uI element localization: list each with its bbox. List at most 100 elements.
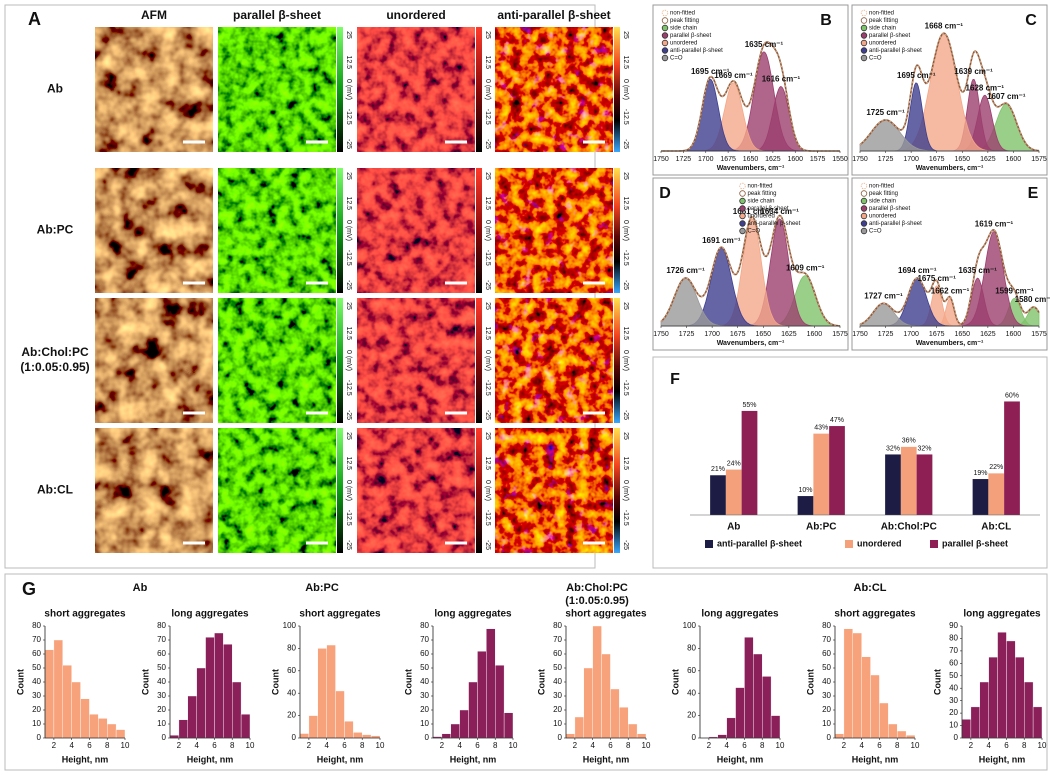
legend-label: anti-parallel β-sheet [670, 48, 723, 54]
histogram-bar [735, 687, 745, 739]
column-header: parallel β-sheet [233, 8, 321, 22]
colorbar-tick-label: 0 (mV) [622, 350, 629, 371]
peak-label: 1675 cm⁻¹ [917, 274, 956, 283]
histogram-bar [1024, 681, 1034, 739]
y-tick-label: 100 [283, 621, 297, 630]
x-axis-label: Height, nm [979, 754, 1026, 764]
x-tick-label: 10 [642, 741, 651, 750]
peak-label: 1619 cm⁻¹ [975, 220, 1014, 229]
histogram-bar [997, 632, 1007, 739]
x-tick-label: 1650 [743, 156, 759, 163]
histogram-bar [905, 735, 916, 739]
x-tick-label: 6 [212, 741, 217, 750]
legend-marker [860, 54, 868, 62]
histogram-bar [169, 735, 180, 739]
legend-marker [739, 227, 746, 235]
histogram-bar [583, 667, 593, 739]
x-tick-label: 10 [246, 741, 255, 750]
panel-c-frame [851, 4, 1048, 176]
legend-label: anti-parallel β-sheet [748, 221, 801, 227]
row-label: Ab [47, 82, 63, 96]
x-tick-label: 8 [760, 741, 765, 750]
colorbar [614, 168, 620, 293]
legend-marker [860, 32, 868, 39]
legend-label: parallel β-sheet [748, 206, 789, 212]
x-tick-label: 4 [457, 741, 462, 750]
legend-label: parallel β-sheet [942, 538, 1008, 548]
legend-label: non-fitted [869, 184, 894, 190]
histogram-bar [335, 690, 345, 739]
unordered-map [357, 298, 475, 423]
x-tick-label: 10 [1038, 741, 1047, 750]
histogram-title: long aggregates [963, 609, 1041, 620]
panel-label: C [1025, 12, 1037, 29]
histogram-bar [44, 649, 55, 739]
colorbar-tick-label: -25 [345, 410, 352, 420]
value-label: 60% [1005, 392, 1019, 399]
histogram-title: short aggregates [44, 609, 126, 620]
y-tick-label: 60 [822, 649, 831, 658]
y-tick-label: 30 [822, 691, 831, 700]
colorbar-tick-label: -25 [622, 540, 629, 550]
y-tick-label: 80 [32, 621, 41, 630]
y-tick-label: 70 [157, 635, 166, 644]
y-tick-label: 60 [553, 649, 562, 658]
antiparallel-map [495, 298, 613, 423]
y-tick-label: 50 [157, 663, 166, 672]
peak-label: 1616 cm⁻¹ [762, 75, 801, 84]
legend-marker [860, 9, 868, 17]
histogram-bar [353, 732, 363, 739]
histogram-bar [726, 717, 736, 739]
x-axis-label: Height, nm [450, 754, 497, 764]
value-label: 43% [814, 424, 828, 431]
histogram-bar [852, 632, 862, 739]
peak-label: 1694 cm⁻¹ [898, 266, 937, 275]
histogram-bar [71, 681, 81, 739]
x-tick-label: 1750 [852, 156, 868, 163]
legend-label: non-fitted [670, 11, 695, 17]
row-label: Ab:PC [37, 223, 74, 237]
antiparallel-map [495, 168, 613, 293]
parallel-map [218, 298, 336, 423]
afm-image [95, 168, 213, 293]
y-tick-label: 40 [687, 688, 696, 697]
legend-marker [860, 182, 868, 190]
peak-label: 1668 cm⁻¹ [925, 21, 964, 30]
legend-marker [661, 47, 669, 54]
colorbar-tick-label: 25 [484, 432, 491, 440]
colorbar [337, 27, 343, 152]
histogram-bar [897, 730, 907, 739]
histogram-bar [486, 628, 496, 739]
x-tick-label: 6 [342, 741, 347, 750]
y-tick-label: 40 [420, 677, 429, 686]
bar [972, 479, 989, 515]
colorbar-tick-label: 12.5 [484, 55, 491, 69]
x-tick-label: 10 [509, 741, 518, 750]
colorbar-tick-label: 25 [484, 302, 491, 310]
bar [797, 496, 814, 515]
colorbar-tick-label: 12.5 [484, 196, 491, 210]
x-tick-label: 1675 [929, 156, 945, 163]
legend-label: peak fitting [869, 191, 898, 197]
legend-marker [739, 205, 746, 212]
y-tick-label: 50 [949, 671, 958, 680]
panel-label: B [820, 12, 832, 29]
x-tick-label: 1725 [878, 331, 894, 338]
legend-marker [860, 17, 868, 24]
legend-marker [661, 39, 669, 47]
colorbar-tick-label: 12.5 [622, 326, 629, 340]
y-tick-label: 50 [420, 663, 429, 672]
colorbar-tick-label: -12.5 [622, 510, 629, 526]
legend-marker [661, 54, 669, 62]
y-tick-label: 70 [949, 646, 958, 655]
histogram-bar [223, 644, 233, 739]
peak-label: 1669 cm⁻¹ [714, 71, 753, 80]
x-tick-label: 1650 [755, 331, 771, 338]
colorbar-tick-label: -25 [345, 540, 352, 550]
y-axis-label: Count [536, 669, 546, 695]
legend-label: anti-parallel β-sheet [717, 538, 802, 548]
colorbar-tick-label: 0 (mV) [345, 220, 352, 241]
colorbar-tick-label: -25 [622, 280, 629, 290]
colorbar-tick-label: 25 [345, 31, 352, 39]
histogram-title: short aggregates [565, 609, 647, 620]
